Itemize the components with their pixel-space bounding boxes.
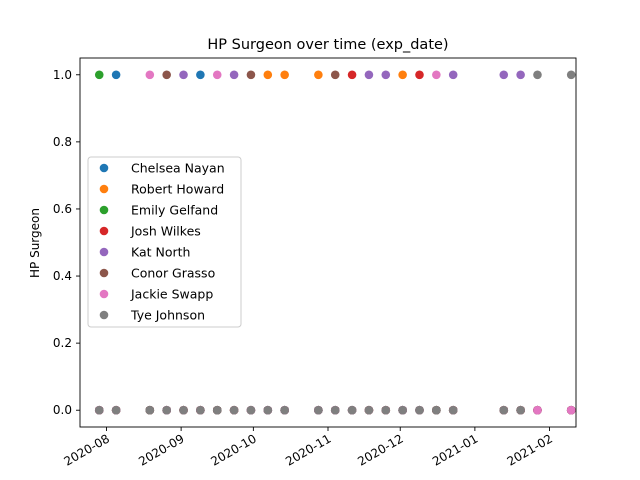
data-point bbox=[499, 405, 509, 415]
y-tick-label: 0.6 bbox=[53, 202, 72, 216]
legend-marker bbox=[99, 184, 109, 194]
data-point bbox=[162, 405, 171, 415]
data-point bbox=[364, 405, 374, 415]
data-point bbox=[533, 70, 542, 80]
data-point bbox=[263, 405, 273, 415]
data-point bbox=[212, 405, 222, 415]
data-point bbox=[196, 70, 205, 80]
data-point bbox=[94, 70, 104, 80]
data-point bbox=[398, 405, 407, 415]
legend-marker bbox=[99, 289, 109, 299]
legend-label: Chelsea Nayan bbox=[131, 161, 225, 176]
y-axis-label: HP Surgeon bbox=[28, 208, 42, 278]
data-point bbox=[415, 70, 424, 80]
legend-label: Kat North bbox=[131, 245, 190, 260]
series-8 bbox=[94, 70, 576, 415]
data-point bbox=[212, 70, 222, 80]
data-point bbox=[330, 405, 340, 415]
data-point bbox=[347, 70, 357, 80]
data-points bbox=[94, 70, 576, 415]
data-point bbox=[111, 70, 121, 80]
data-point bbox=[381, 70, 391, 80]
legend-marker bbox=[99, 163, 109, 173]
data-point bbox=[280, 405, 289, 415]
data-point bbox=[499, 70, 509, 80]
data-point bbox=[347, 405, 357, 415]
data-point bbox=[280, 70, 289, 80]
legend-marker bbox=[99, 247, 109, 257]
data-point bbox=[415, 405, 424, 415]
legend-label: Robert Howard bbox=[131, 182, 224, 197]
data-point bbox=[94, 405, 104, 415]
data-point bbox=[566, 70, 576, 80]
y-tick-label: 0.4 bbox=[53, 269, 72, 283]
y-tick-label: 0.8 bbox=[53, 135, 72, 149]
legend-marker bbox=[99, 268, 109, 278]
data-point bbox=[381, 405, 391, 415]
legend-label: Jackie Swapp bbox=[130, 287, 213, 302]
data-point bbox=[314, 70, 323, 80]
data-point bbox=[196, 405, 205, 415]
data-point bbox=[448, 405, 458, 415]
chart-title: HP Surgeon over time (exp_date) bbox=[207, 37, 448, 53]
data-point bbox=[432, 405, 441, 415]
data-point bbox=[448, 70, 458, 80]
data-point bbox=[364, 70, 374, 80]
data-point bbox=[314, 405, 323, 415]
legend-marker bbox=[99, 205, 109, 215]
data-point bbox=[533, 405, 542, 415]
data-point bbox=[263, 70, 273, 80]
data-point bbox=[145, 70, 155, 80]
data-point bbox=[111, 405, 121, 415]
data-point bbox=[229, 405, 239, 415]
data-point bbox=[145, 405, 155, 415]
data-point bbox=[398, 70, 407, 80]
data-point bbox=[516, 70, 525, 80]
data-point bbox=[432, 70, 441, 80]
data-point bbox=[229, 70, 239, 80]
legend-label: Emily Gelfand bbox=[131, 203, 218, 218]
legend-label: Tye Johnson bbox=[130, 308, 205, 323]
data-point bbox=[179, 405, 188, 415]
legend: Chelsea Nayan Robert Howard Emily Gelfand J… bbox=[87, 156, 242, 328]
data-point bbox=[566, 405, 576, 415]
y-tick-label: 0.0 bbox=[53, 403, 72, 417]
legend-label: Conor Grasso bbox=[131, 266, 215, 281]
data-point bbox=[330, 70, 340, 80]
data-point bbox=[162, 70, 171, 80]
y-tick-label: 1.0 bbox=[53, 68, 72, 82]
y-tick-label: 0.2 bbox=[53, 336, 72, 350]
data-point bbox=[246, 405, 256, 415]
data-point bbox=[179, 70, 188, 80]
data-point bbox=[516, 405, 525, 415]
legend-marker bbox=[99, 226, 109, 236]
legend-box bbox=[87, 156, 242, 328]
data-point bbox=[246, 70, 256, 80]
legend-label: Josh Wilkes bbox=[130, 224, 201, 239]
legend-marker bbox=[99, 310, 109, 320]
